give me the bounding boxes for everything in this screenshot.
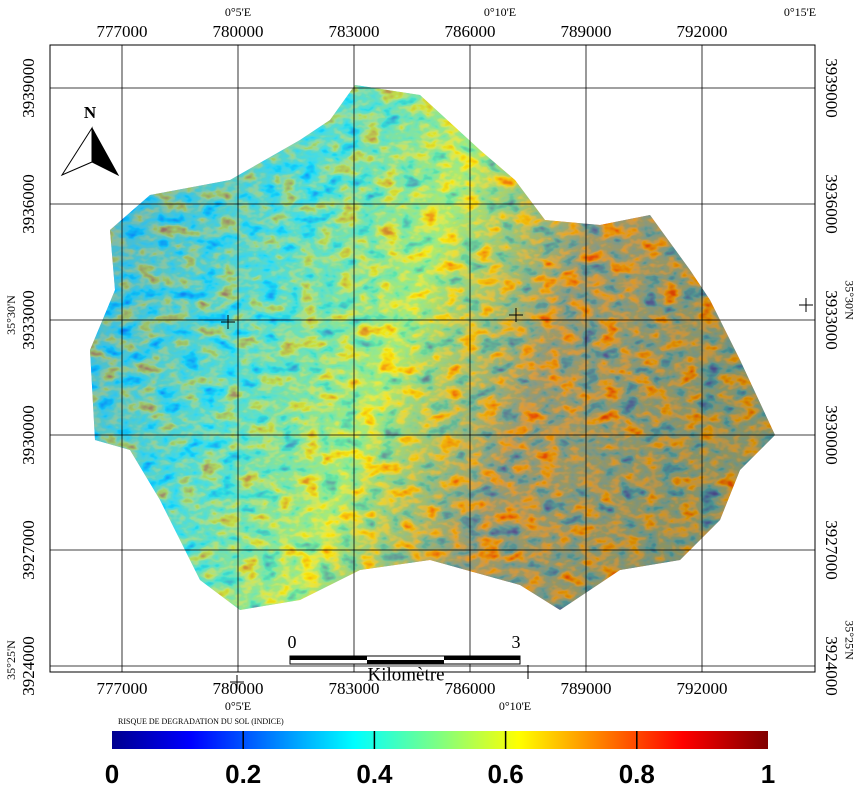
northing-label: 3936000 bbox=[19, 174, 38, 234]
easting-label: 780000 bbox=[213, 679, 264, 698]
northing-label: 3924000 bbox=[19, 636, 38, 696]
longitude-label: 0°5'E bbox=[225, 5, 251, 19]
easting-label: 789000 bbox=[561, 679, 612, 698]
easting-label: 777000 bbox=[97, 679, 148, 698]
color-bar-label: 1 bbox=[761, 759, 775, 789]
easting-label: 783000 bbox=[329, 679, 380, 698]
color-bar-label: 0.4 bbox=[356, 759, 393, 789]
northing-label: 3930000 bbox=[822, 405, 841, 465]
northing-label: 3933000 bbox=[822, 290, 841, 350]
northing-label: 3927000 bbox=[822, 520, 841, 580]
color-bar-label: 0 bbox=[105, 759, 119, 789]
northing-label: 3933000 bbox=[19, 290, 38, 350]
latitude-label: 35°30'N bbox=[4, 295, 18, 335]
color-bar bbox=[112, 731, 768, 749]
longitude-label: 0°5'E bbox=[225, 699, 251, 713]
color-bar-label: 0.8 bbox=[619, 759, 655, 789]
northing-label: 3924000 bbox=[822, 636, 841, 696]
easting-label: 792000 bbox=[677, 22, 728, 41]
easting-label: 786000 bbox=[445, 22, 496, 41]
longitude-label: 0°10'E bbox=[499, 699, 531, 713]
longitude-label: 0°15'E bbox=[784, 5, 816, 19]
northing-label: 3930000 bbox=[19, 405, 38, 465]
map-figure: N 0 3 Kilomètre RISQUE DE DEGRADATION DU… bbox=[0, 0, 859, 810]
color-bar-label: 0.2 bbox=[225, 759, 261, 789]
northing-label: 3939000 bbox=[822, 58, 841, 118]
easting-label: 780000 bbox=[213, 22, 264, 41]
latitude-label: 35°25'N bbox=[842, 620, 856, 660]
color-bar-label: 0.6 bbox=[488, 759, 524, 789]
easting-label: 786000 bbox=[445, 679, 496, 698]
north-arrow: N bbox=[62, 103, 118, 175]
easting-label: 777000 bbox=[97, 22, 148, 41]
scale-end: 3 bbox=[512, 632, 521, 652]
northing-label: 3936000 bbox=[822, 174, 841, 234]
easting-label: 783000 bbox=[329, 22, 380, 41]
latitude-label: 35°30'N bbox=[842, 280, 856, 320]
easting-label: 792000 bbox=[677, 679, 728, 698]
easting-label: 789000 bbox=[561, 22, 612, 41]
latitude-label: 35°25'N bbox=[4, 640, 18, 680]
scale-start: 0 bbox=[288, 632, 297, 652]
northing-label: 3939000 bbox=[19, 58, 38, 118]
study-area bbox=[80, 80, 780, 620]
scale-bar: 0 3 Kilomètre bbox=[288, 632, 521, 685]
legend-title: RISQUE DE DEGRADATION DU SOL (INDICE) bbox=[118, 717, 284, 726]
longitude-label: 0°10'E bbox=[484, 5, 516, 19]
northing-label: 3927000 bbox=[19, 520, 38, 580]
north-label: N bbox=[84, 103, 97, 122]
